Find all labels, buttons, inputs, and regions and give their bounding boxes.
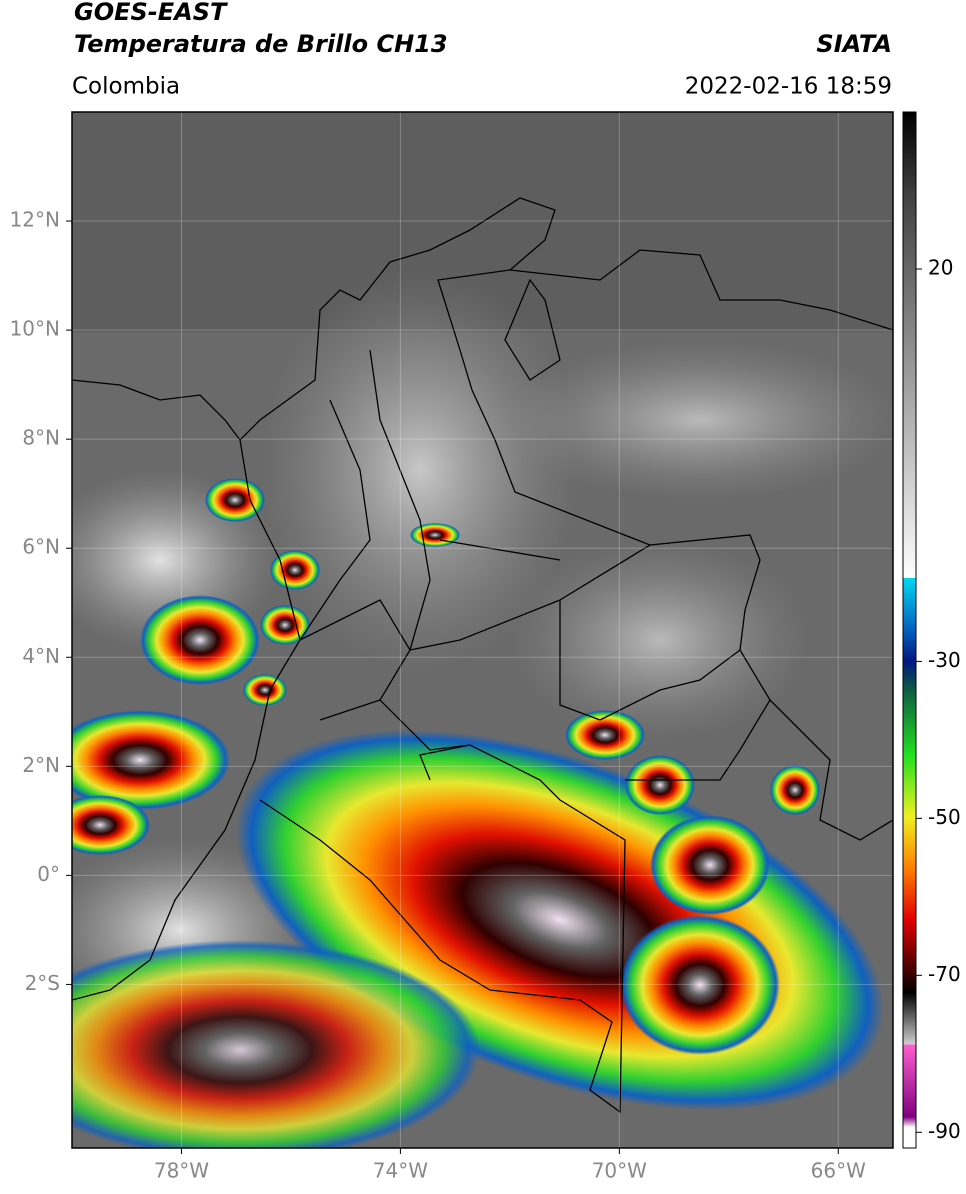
colorbar-tick-label: -50 [928, 805, 961, 829]
lat-tick-label: 2°S [25, 971, 60, 995]
lat-tick-label: 4°N [22, 644, 60, 668]
region: Colombia [72, 74, 180, 100]
lat-tick-label: 2°N [22, 753, 60, 777]
lon-tick-label: 66°W [811, 1159, 866, 1183]
satellite-image [72, 112, 893, 1148]
source: SIATA [816, 30, 892, 58]
subtitle: Temperatura de Brillo CH13 [74, 30, 448, 58]
graticule [72, 112, 893, 1148]
colorbar-tick-label: -90 [928, 1119, 961, 1143]
lon-tick-label: 70°W [592, 1159, 647, 1183]
colorbar [902, 111, 917, 1149]
lat-tick-label: 0° [37, 862, 60, 886]
title: GOES-EAST [74, 0, 228, 26]
lat-tick-label: 12°N [10, 208, 60, 232]
datetime: 2022-02-16 18:59 [685, 74, 892, 100]
colorbar-tick-label: 20 [928, 255, 953, 279]
lon-tick-label: 74°W [373, 1159, 428, 1183]
lat-tick-label: 10°N [10, 317, 60, 341]
colorbar-tick-label: -30 [928, 648, 961, 672]
colorbar-tick-label: -70 [928, 962, 961, 986]
lat-tick-label: 6°N [22, 535, 60, 559]
map-frame [71, 111, 894, 1149]
lat-tick-label: 8°N [22, 426, 60, 450]
lon-tick-label: 78°W [154, 1159, 209, 1183]
